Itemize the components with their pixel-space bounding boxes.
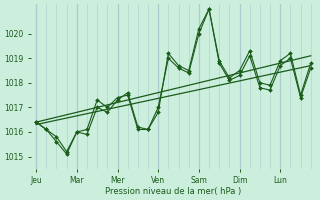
X-axis label: Pression niveau de la mer( hPa ): Pression niveau de la mer( hPa ) — [105, 187, 242, 196]
